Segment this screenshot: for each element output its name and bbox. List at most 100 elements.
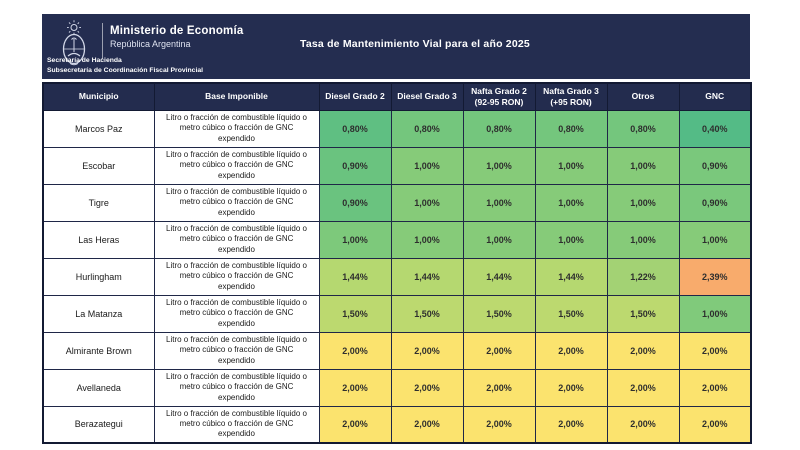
- column-header-diesel-grado-3: Diesel Grado 3: [390, 82, 464, 111]
- rate-cell: 2,00%: [390, 368, 464, 407]
- brand-divider: [102, 23, 103, 59]
- rate-cell: 2,00%: [534, 405, 608, 444]
- rate-cell: 1,44%: [462, 257, 536, 296]
- base-imponible-cell: Litro o fracción de combustible líquido …: [153, 220, 320, 259]
- ministry-name: Ministerio de Economía: [110, 25, 244, 37]
- rate-cell: 1,00%: [534, 220, 608, 259]
- rate-cell: 1,00%: [462, 183, 536, 222]
- municipio-cell: La Matanza: [42, 294, 155, 333]
- header-banner: Ministerio de Economía República Argenti…: [42, 14, 750, 79]
- rate-cell: 0,40%: [678, 109, 752, 148]
- rate-cell: 2,00%: [678, 405, 752, 444]
- rate-cell: 1,50%: [534, 294, 608, 333]
- rate-cell: 0,90%: [318, 146, 392, 185]
- rate-cell: 2,00%: [462, 405, 536, 444]
- base-imponible-cell: Litro o fracción de combustible líquido …: [153, 331, 320, 370]
- rate-cell: 2,00%: [678, 368, 752, 407]
- column-header-gnc: GNC: [678, 82, 752, 111]
- secretariat-block: Secretaría de Hacienda Subsecretaría de …: [47, 56, 203, 76]
- rate-cell: 1,50%: [390, 294, 464, 333]
- rate-cell: 1,00%: [390, 183, 464, 222]
- table-row: Berazategui Litro o fracción de combustib…: [42, 405, 752, 444]
- ministry-country: República Argentina: [110, 39, 191, 49]
- municipio-cell: Las Heras: [42, 220, 155, 259]
- page-title: Tasa de Mantenimiento Vial para el año 2…: [300, 38, 530, 50]
- table-row: Almirante Brown Litro o fracción de combu…: [42, 331, 752, 370]
- rate-cell: 2,00%: [534, 368, 608, 407]
- rate-cell: 1,44%: [318, 257, 392, 296]
- rate-cell: 2,00%: [606, 331, 680, 370]
- table-row: Marcos Paz Litro o fracción de combustibl…: [42, 109, 752, 148]
- table-body: Marcos Paz Litro o fracción de combustibl…: [42, 109, 752, 444]
- rate-cell: 0,90%: [678, 146, 752, 185]
- rate-cell: 2,00%: [318, 405, 392, 444]
- rate-cell: 1,50%: [462, 294, 536, 333]
- page: Ministerio de Economía República Argenti…: [42, 14, 752, 444]
- municipio-cell: Escobar: [42, 146, 155, 185]
- column-header-diesel-grado-2: Diesel Grado 2: [318, 82, 392, 111]
- table-row: Avellaneda Litro o fracción de combustibl…: [42, 368, 752, 407]
- rate-cell: 1,00%: [390, 146, 464, 185]
- municipio-cell: Marcos Paz: [42, 109, 155, 148]
- rate-cell: 2,00%: [390, 405, 464, 444]
- table-row: La Matanza Litro o fracción de combustibl…: [42, 294, 752, 333]
- rate-cell: 1,00%: [462, 220, 536, 259]
- municipio-cell: Hurlingham: [42, 257, 155, 296]
- municipio-cell: Almirante Brown: [42, 331, 155, 370]
- rate-cell: 2,39%: [678, 257, 752, 296]
- rate-cell: 2,00%: [318, 368, 392, 407]
- table-row: Las Heras Litro o fracción de combustible…: [42, 220, 752, 259]
- base-imponible-cell: Litro o fracción de combustible líquido …: [153, 294, 320, 333]
- rate-cell: 2,00%: [606, 405, 680, 444]
- rate-cell: 2,00%: [606, 368, 680, 407]
- rate-cell: 1,00%: [462, 146, 536, 185]
- table-row: Hurlingham Litro o fracción de combustibl…: [42, 257, 752, 296]
- rate-cell: 0,90%: [678, 183, 752, 222]
- municipio-cell: Avellaneda: [42, 368, 155, 407]
- table-header-row: Municipio Base Imponible Diesel Grado 2 …: [42, 82, 752, 111]
- ministry-block: Ministerio de Economía República Argenti…: [110, 25, 243, 49]
- secretariat-line: Secretaría de Hacienda: [47, 56, 122, 64]
- rate-cell: 1,00%: [534, 146, 608, 185]
- rate-cell: 2,00%: [534, 331, 608, 370]
- base-imponible-cell: Litro o fracción de combustible líquido …: [153, 183, 320, 222]
- base-imponible-cell: Litro o fracción de combustible líquido …: [153, 405, 320, 444]
- rate-cell: 1,22%: [606, 257, 680, 296]
- rate-cell: 1,00%: [534, 183, 608, 222]
- municipio-cell: Berazategui: [42, 405, 155, 444]
- rate-cell: 1,44%: [534, 257, 608, 296]
- rate-cell: 0,90%: [318, 183, 392, 222]
- rate-cell: 1,50%: [606, 294, 680, 333]
- rate-cell: 1,00%: [390, 220, 464, 259]
- column-header-nafta-grado-3: Nafta Grado 3 (+95 RON): [534, 82, 608, 111]
- rate-cell: 2,00%: [678, 331, 752, 370]
- base-imponible-cell: Litro o fracción de combustible líquido …: [153, 257, 320, 296]
- rate-cell: 2,00%: [462, 331, 536, 370]
- column-header-otros: Otros: [606, 82, 680, 111]
- column-header-base-imponible: Base Imponible: [153, 82, 320, 111]
- rate-cell: 1,44%: [390, 257, 464, 296]
- table-row: Tigre Litro o fracción de combustible líq…: [42, 183, 752, 222]
- base-imponible-cell: Litro o fracción de combustible líquido …: [153, 368, 320, 407]
- rate-cell: 0,80%: [606, 109, 680, 148]
- table-row: Escobar Litro o fracción de combustible l…: [42, 146, 752, 185]
- subsecretariat-line: Subsecretaría de Coordinación Fiscal Pro…: [47, 66, 204, 74]
- base-imponible-cell: Litro o fracción de combustible líquido …: [153, 146, 320, 185]
- rate-cell: 1,00%: [678, 220, 752, 259]
- rate-cell: 1,00%: [606, 220, 680, 259]
- rate-cell: 2,00%: [390, 331, 464, 370]
- rates-table: Municipio Base Imponible Diesel Grado 2 …: [42, 82, 752, 444]
- rate-cell: 0,80%: [318, 109, 392, 148]
- rate-cell: 1,50%: [318, 294, 392, 333]
- column-header-nafta-grado-2: Nafta Grado 2 (92-95 RON): [462, 82, 536, 111]
- rate-cell: 2,00%: [462, 368, 536, 407]
- rate-cell: 2,00%: [318, 331, 392, 370]
- rate-cell: 1,00%: [318, 220, 392, 259]
- column-header-municipio: Municipio: [42, 82, 155, 111]
- rate-cell: 1,00%: [678, 294, 752, 333]
- rate-cell: 0,80%: [534, 109, 608, 148]
- rate-cell: 1,00%: [606, 146, 680, 185]
- rate-cell: 0,80%: [390, 109, 464, 148]
- municipio-cell: Tigre: [42, 183, 155, 222]
- rate-cell: 0,80%: [462, 109, 536, 148]
